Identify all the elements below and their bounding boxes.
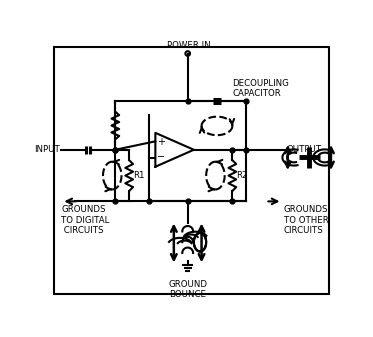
Text: −: − [157,152,165,162]
Text: INPUT: INPUT [34,145,60,154]
Text: GROUNDS
TO OTHER
CIRCUITS: GROUNDS TO OTHER CIRCUITS [284,205,329,235]
Text: OUTPUT: OUTPUT [286,145,322,154]
Text: +: + [157,137,165,147]
Text: GROUND
BOUNCE: GROUND BOUNCE [168,280,207,299]
Text: GROUNDS
TO DIGITAL
 CIRCUITS: GROUNDS TO DIGITAL CIRCUITS [62,205,110,235]
Text: POWER IN: POWER IN [167,41,211,50]
Text: R2: R2 [236,171,248,180]
Text: DECOUPLING
CAPACITOR: DECOUPLING CAPACITOR [232,79,289,98]
Text: R1: R1 [133,171,144,180]
